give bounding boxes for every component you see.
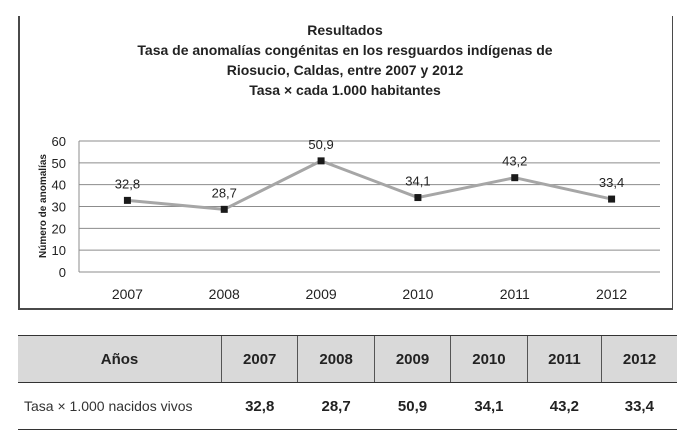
x-axis-ticks: 2007 2008 2009 2010 2011 2012 bbox=[112, 286, 628, 302]
series-line bbox=[127, 159, 612, 211]
y-tick-label: 50 bbox=[52, 156, 66, 171]
data-table: Años 2007 2008 2009 2010 2011 2012 Tasa … bbox=[18, 335, 677, 430]
chart-frame bbox=[18, 16, 673, 310]
chart-titles: Resultados Tasa de anomalías congénitas … bbox=[18, 20, 672, 100]
y-tick-label: 20 bbox=[52, 221, 66, 236]
table-cell-value: 50,9 bbox=[374, 382, 451, 430]
x-tick-label: 2008 bbox=[209, 286, 240, 302]
chart-subtitle-line-1: Tasa de anomalías congénitas en los resg… bbox=[137, 42, 553, 58]
table-row-label: Tasa × 1.000 nacidos vivos bbox=[18, 382, 222, 430]
data-label: 43,2 bbox=[502, 154, 527, 169]
table-cell-value: 32,8 bbox=[221, 382, 298, 430]
table-header-label: Años bbox=[18, 335, 222, 383]
gridlines bbox=[78, 140, 660, 273]
table-header-year: 2012 bbox=[601, 335, 677, 383]
table-cell-value: 43,2 bbox=[527, 382, 602, 430]
data-point-marker bbox=[123, 196, 131, 204]
data-point-marker bbox=[317, 157, 325, 165]
line-chart: 0 10 20 30 40 50 60 2007 2008 2009 2010 2011 2012 N… bbox=[38, 134, 660, 302]
table-header-year: 2011 bbox=[526, 335, 602, 383]
y-tick-label: 10 bbox=[52, 243, 66, 258]
table-cell-value: 33,4 bbox=[601, 382, 677, 430]
y-axis-label: Número de anomalías bbox=[38, 154, 49, 258]
table-cell-value: 28,7 bbox=[297, 382, 375, 430]
table-header-row: Años 2007 2008 2009 2010 2011 2012 bbox=[18, 335, 677, 383]
table-header-year: 2008 bbox=[297, 335, 375, 383]
chart-subtitle-line-2: Riosucio, Caldas, entre 2007 y 2012 bbox=[226, 62, 464, 78]
table-header-year: 2010 bbox=[450, 335, 528, 383]
x-tick-label: 2007 bbox=[112, 286, 143, 302]
data-point-marker bbox=[608, 195, 616, 203]
chart-title: Resultados bbox=[307, 22, 383, 38]
chart-subtitle-line-3: Tasa × cada 1.000 habitantes bbox=[249, 82, 441, 98]
x-tick-label: 2010 bbox=[402, 286, 433, 302]
table-cell-value: 34,1 bbox=[450, 382, 528, 430]
x-tick-label: 2012 bbox=[596, 286, 627, 302]
y-tick-label: 60 bbox=[52, 134, 66, 149]
series: 32,8 28,7 50,9 34,1 43,2 33,4 bbox=[115, 137, 624, 213]
data-point-marker bbox=[414, 194, 422, 202]
table-header-year: 2007 bbox=[220, 335, 298, 383]
data-label: 50,9 bbox=[308, 137, 333, 152]
x-tick-label: 2009 bbox=[306, 286, 337, 302]
y-tick-label: 0 bbox=[59, 265, 66, 280]
data-label: 33,4 bbox=[599, 175, 624, 190]
data-point-marker bbox=[220, 205, 228, 213]
y-tick-label: 30 bbox=[52, 200, 66, 215]
y-axis-ticks: 0 10 20 30 40 50 60 bbox=[52, 134, 66, 280]
data-point-marker bbox=[511, 174, 519, 182]
x-tick-label: 2011 bbox=[500, 286, 530, 302]
table-header-year: 2009 bbox=[373, 335, 451, 383]
data-label: 32,8 bbox=[115, 176, 140, 191]
data-label: 34,1 bbox=[405, 174, 430, 189]
table-row: Tasa × 1.000 nacidos vivos 32,8 28,7 50,… bbox=[18, 382, 677, 430]
data-label: 28,7 bbox=[212, 185, 237, 200]
y-tick-label: 40 bbox=[52, 178, 66, 193]
